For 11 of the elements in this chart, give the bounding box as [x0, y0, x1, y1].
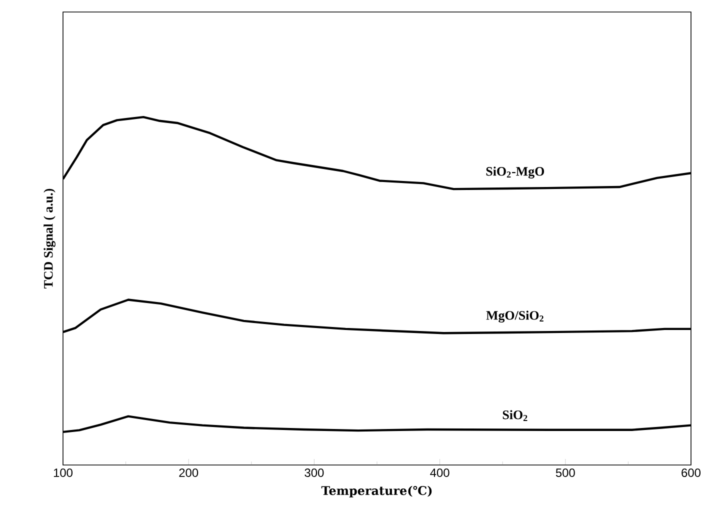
x-tick-label: 400: [430, 468, 450, 477]
x-tick-label: 500: [556, 468, 575, 477]
series-label: MgO/SiO$_{2}$: [486, 310, 544, 323]
x-axis-title: Temperature(℃): [321, 486, 432, 498]
series-label: SiO$_{2}$: [502, 410, 528, 421]
y-axis-title: TCD Signal ( a.u.): [44, 188, 56, 288]
x-tick-label: 200: [179, 468, 198, 477]
x-tick-label: 300: [304, 468, 324, 477]
x-tick-label: 600: [682, 468, 701, 477]
series-label: SiO$_{2}$-MgO: [486, 166, 544, 178]
x-tick-label: 100: [54, 468, 73, 477]
